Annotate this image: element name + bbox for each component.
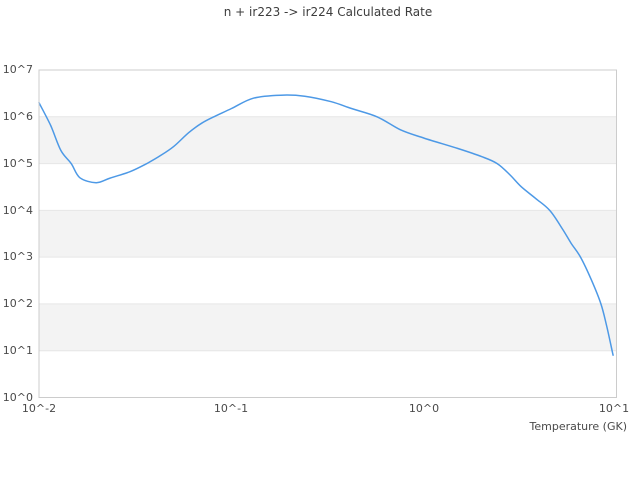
x-axis-label: Temperature (GK) — [529, 420, 628, 433]
y-tick-label: 10^3 — [2, 250, 33, 263]
plot-frame — [38, 69, 617, 398]
x-tick-label: 10^-1 — [213, 402, 249, 415]
y-tick-label: 10^2 — [2, 297, 33, 310]
x-tick-label: 10^-2 — [21, 402, 57, 415]
x-tick-label: 10^0 — [408, 402, 440, 415]
y-tick-label: 10^0 — [2, 391, 33, 404]
y-tick-label: 10^7 — [2, 63, 33, 76]
alternating-band — [39, 303, 617, 351]
alternating-band — [39, 210, 617, 258]
chart-title: n + ir223 -> ir224 Calculated Rate — [223, 5, 433, 19]
rate-curve — [38, 94, 614, 356]
y-tick-label: 10^4 — [2, 204, 33, 217]
y-tick-label: 10^1 — [2, 344, 33, 357]
y-tick-label: 10^5 — [2, 157, 33, 170]
alternating-band — [39, 116, 617, 164]
x-tick-label: 10^1 — [598, 402, 630, 415]
y-tick-label: 10^6 — [2, 110, 33, 123]
